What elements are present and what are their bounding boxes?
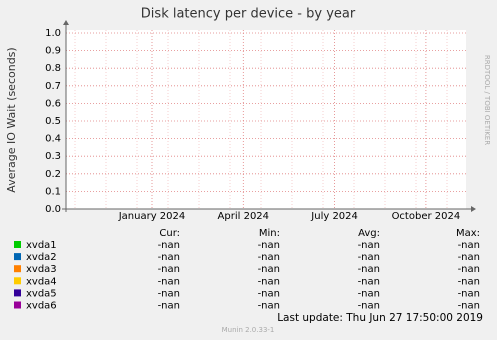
- legend-label: xvda3: [26, 264, 57, 275]
- legend-label: xvda6: [26, 301, 57, 312]
- legend-stat: -nan: [358, 301, 380, 312]
- legend-swatch: [14, 301, 21, 309]
- legend-swatch: [14, 277, 21, 285]
- y-axis-arrow: [63, 20, 69, 25]
- legend-stat: -nan: [458, 264, 480, 275]
- legend-stat: -nan: [358, 264, 380, 275]
- x-tick-label: July 2024: [310, 211, 358, 222]
- legend-stat: -nan: [258, 288, 280, 299]
- legend-stat: -nan: [458, 240, 480, 251]
- y-tick-label: 0.6: [45, 98, 61, 109]
- legend-swatch: [14, 289, 21, 297]
- legend-stat: -nan: [258, 264, 280, 275]
- legend-stat: -nan: [258, 276, 280, 287]
- legend-stat: -nan: [158, 276, 180, 287]
- y-tick-label: 1.0: [45, 28, 61, 39]
- x-axis-arrow: [471, 206, 476, 212]
- x-tick-label: October 2024: [392, 211, 461, 222]
- y-tick-label: 0.4: [45, 134, 61, 145]
- x-tick-label: April 2024: [218, 211, 269, 222]
- legend-label: xvda4: [26, 276, 57, 287]
- legend-label: xvda5: [26, 288, 57, 299]
- legend-stat: -nan: [158, 252, 180, 263]
- x-tick-label: January 2024: [118, 211, 186, 222]
- plot-area: [66, 30, 466, 209]
- y-tick-label: 0.3: [45, 151, 61, 162]
- legend-swatch: [14, 241, 21, 248]
- legend-stat: -nan: [158, 264, 180, 275]
- legend-stat: -nan: [358, 252, 380, 263]
- y-tick-label: 0.7: [45, 81, 61, 92]
- legend-header: Cur:: [159, 228, 180, 239]
- watermark: RRDTOOL / TOBI OETIKER: [483, 55, 491, 145]
- legend-stat: -nan: [458, 252, 480, 263]
- y-tick-label: 0.8: [45, 63, 61, 74]
- footer: Munin 2.0.33-1: [222, 326, 275, 334]
- y-tick-label: 0.9: [45, 46, 61, 57]
- y-axis-label: Average IO Wait (seconds): [5, 47, 18, 192]
- y-tick-label: 0.2: [45, 169, 61, 180]
- legend-swatch: [14, 265, 21, 273]
- legend-stat: -nan: [258, 301, 280, 312]
- legend-header: Avg:: [358, 228, 380, 239]
- legend-stat: -nan: [158, 301, 180, 312]
- legend-stat: -nan: [458, 276, 480, 287]
- legend-stat: -nan: [458, 288, 480, 299]
- chart-title: Disk latency per device - by year: [141, 7, 356, 22]
- last-update: Last update: Thu Jun 27 17:50:00 2019: [277, 312, 483, 324]
- legend-header: Max:: [456, 228, 480, 239]
- y-tick-label: 0.1: [45, 186, 61, 197]
- y-tick-label: 0.0: [45, 204, 61, 215]
- legend-stat: -nan: [458, 301, 480, 312]
- legend-stat: -nan: [258, 252, 280, 263]
- legend-stat: -nan: [258, 240, 280, 251]
- legend-header: Min:: [259, 228, 280, 239]
- legend-swatch: [14, 253, 21, 261]
- legend-stat: -nan: [358, 288, 380, 299]
- legend-stat: -nan: [358, 240, 380, 251]
- legend-stat: -nan: [158, 240, 180, 251]
- legend-stat: -nan: [158, 288, 180, 299]
- legend-label: xvda2: [26, 252, 57, 263]
- legend-stat: -nan: [358, 276, 380, 287]
- legend-label: xvda1: [26, 240, 57, 251]
- y-tick-label: 0.5: [45, 116, 61, 127]
